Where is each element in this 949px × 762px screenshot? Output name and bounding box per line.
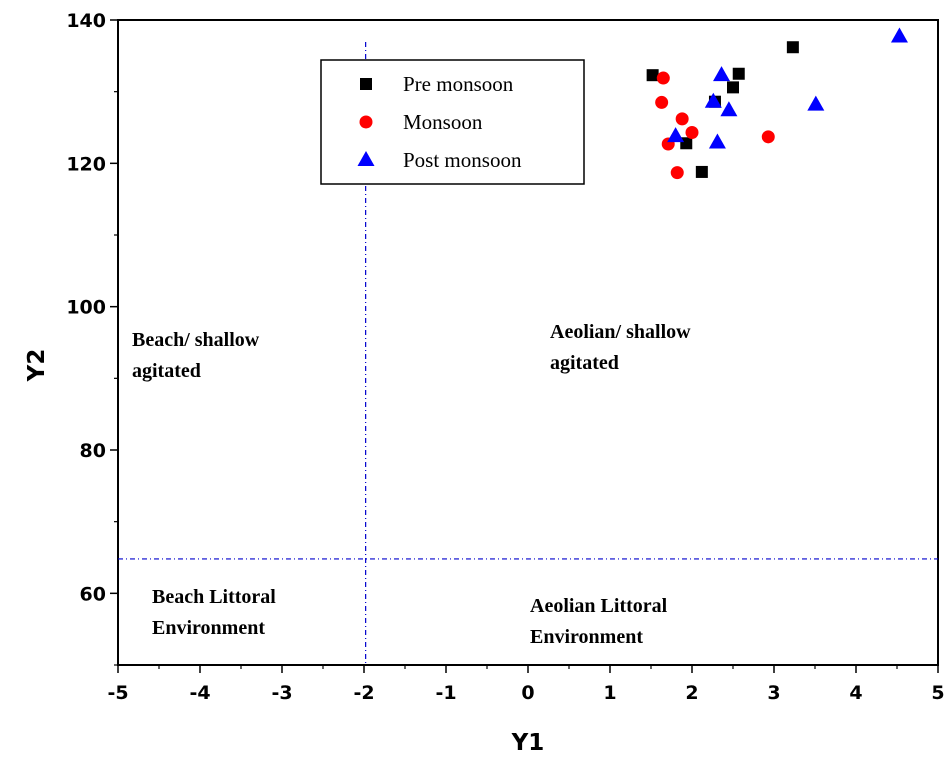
data-point-triangle: [807, 95, 825, 111]
x-tick-label: 3: [767, 682, 780, 704]
x-tick-label: 2: [685, 682, 698, 704]
data-point-triangle: [667, 127, 685, 143]
data-point-square: [646, 69, 659, 82]
series-square: [646, 41, 799, 178]
legend-label: Monsoon: [403, 110, 483, 134]
data-markers: [646, 27, 908, 180]
region-label-bottom-right: Aeolian Littoral Environment: [530, 595, 668, 648]
x-tick-label: -2: [353, 682, 374, 704]
data-point-triangle: [704, 92, 722, 108]
data-point-triangle: [708, 133, 726, 149]
x-axis-title: Y1: [511, 730, 545, 756]
data-point-triangle: [720, 101, 738, 117]
region-label-top-left: Beach/ shallow agitated: [132, 329, 260, 382]
y-tick-label: 60: [80, 583, 106, 605]
axes: -5 -4 -3 -2 -1 0 1 2 3 4 5 60 80 100 120 140: [66, 10, 944, 704]
x-tick-label: -5: [107, 682, 128, 704]
data-point-circle: [670, 166, 684, 180]
data-point-triangle: [713, 66, 731, 82]
data-point-circle: [761, 130, 775, 144]
y-axis-title: Y2: [24, 349, 50, 383]
data-point-square: [695, 165, 708, 178]
legend-marker-square: [360, 78, 372, 90]
legend: Pre monsoon Monsoon Post monsoon: [320, 59, 585, 185]
region-labels: Beach/ shallow agitated Aeolian/ shallow ag…: [132, 321, 691, 648]
data-point-circle: [656, 71, 670, 85]
legend-marker-triangle: [357, 151, 375, 166]
region-label-line: agitated: [132, 360, 201, 382]
region-label-line: Aeolian Littoral: [530, 595, 668, 617]
region-label-line: Aeolian/ shallow: [550, 321, 691, 343]
data-point-circle: [685, 126, 699, 140]
region-label-line: Environment: [530, 626, 643, 648]
data-point-square: [732, 67, 745, 80]
data-point-circle: [675, 112, 689, 126]
series-triangle: [667, 27, 908, 149]
threshold-lines: [118, 42, 938, 665]
data-point-circle: [655, 95, 669, 109]
legend-label: Post monsoon: [403, 148, 522, 172]
data-point-triangle: [890, 27, 908, 43]
region-label-line: agitated: [550, 352, 619, 374]
region-label-line: Beach/ shallow: [132, 329, 260, 351]
region-label-line: Beach Littoral: [152, 586, 276, 608]
legend-label: Pre monsoon: [403, 72, 514, 96]
data-point-square: [727, 81, 739, 94]
region-label-top-right: Aeolian/ shallow agitated: [550, 321, 691, 374]
y-tick-label: 140: [66, 10, 106, 32]
x-tick-label: 1: [603, 682, 616, 704]
x-tick-label: -3: [271, 682, 292, 704]
y-tick-label: 120: [66, 153, 106, 175]
x-tick-label: -1: [435, 682, 456, 704]
x-tick-label: 5: [931, 682, 944, 704]
x-tick-label: 4: [849, 682, 862, 704]
series-circle: [655, 71, 775, 180]
x-tick-label: -4: [189, 682, 210, 704]
legend-marker-circle: [359, 115, 373, 129]
region-label-bottom-left: Beach Littoral Environment: [152, 586, 276, 639]
x-tick-label: 0: [521, 682, 534, 704]
data-point-square: [680, 137, 693, 150]
data-point-square: [786, 41, 799, 54]
y-tick-label: 100: [66, 297, 106, 319]
y-tick-label: 80: [80, 440, 106, 462]
region-label-line: Environment: [152, 617, 265, 639]
